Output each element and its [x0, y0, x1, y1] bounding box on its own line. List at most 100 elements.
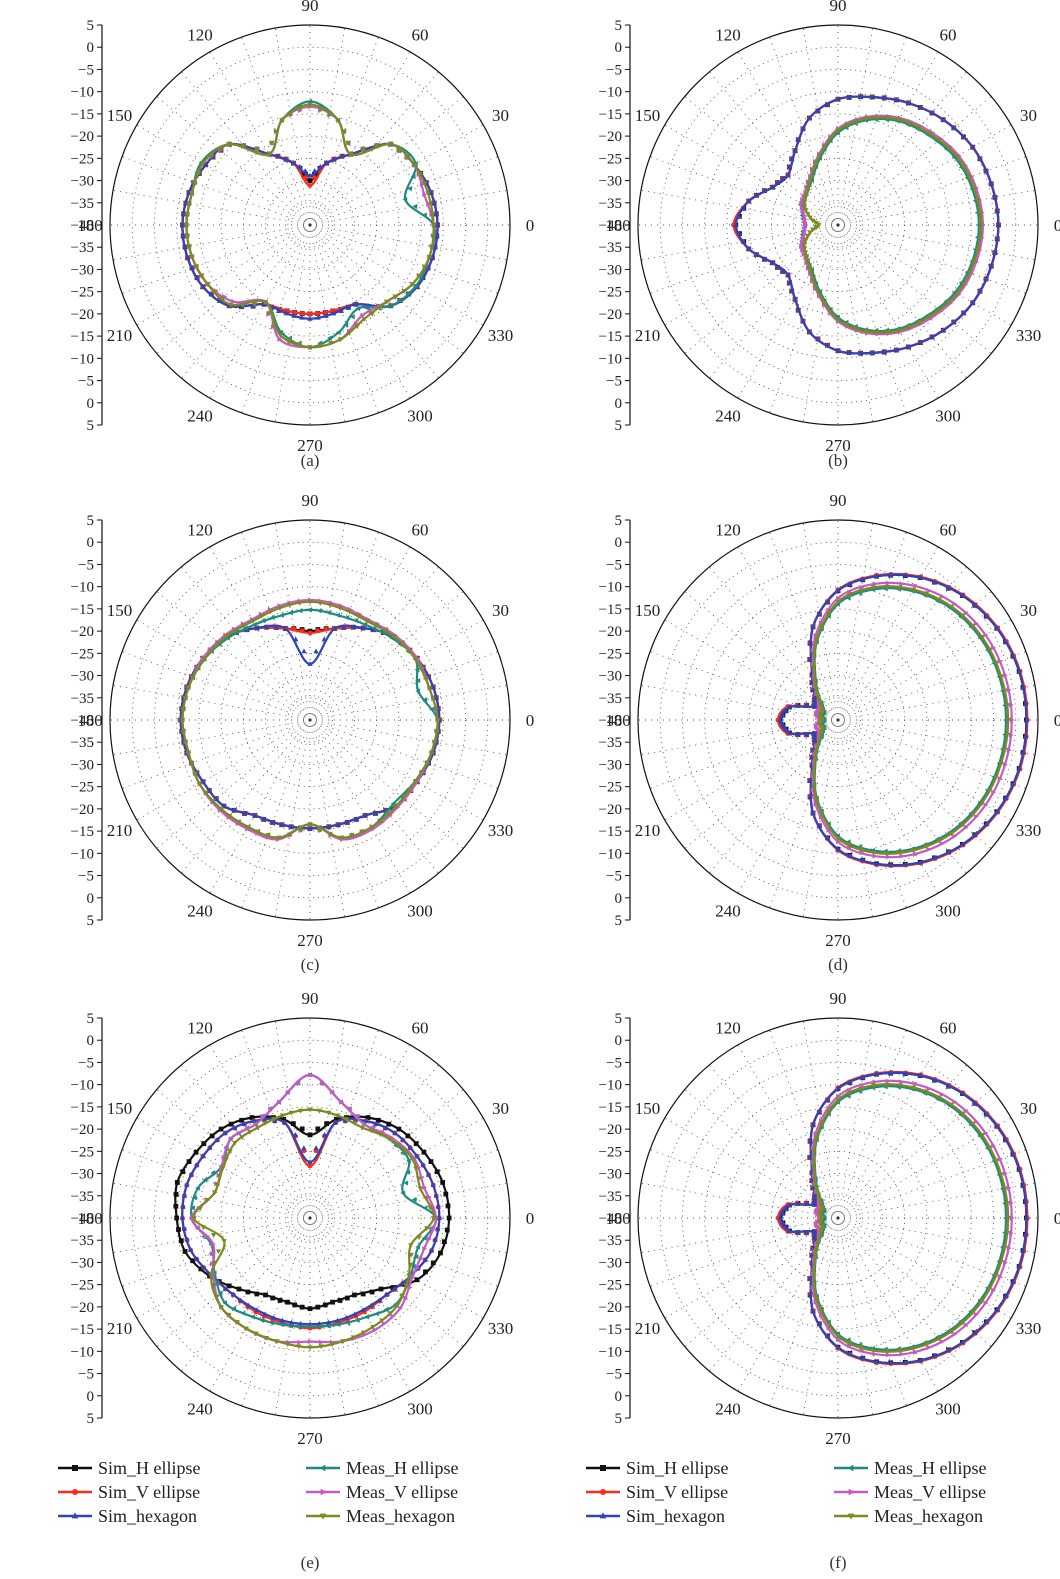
series-point	[308, 1072, 313, 1078]
series-point	[860, 1355, 866, 1361]
grid-spoke	[121, 156, 311, 226]
series-line	[181, 142, 439, 316]
grid-spoke	[309, 1217, 346, 1416]
series-point	[203, 161, 209, 167]
series-point	[291, 626, 297, 632]
series-point	[806, 115, 812, 121]
series-point	[917, 859, 923, 865]
series-point	[825, 1333, 831, 1338]
series-point	[254, 147, 260, 153]
series-point	[412, 657, 419, 662]
series-point	[368, 1302, 374, 1308]
radial-tick-label: 5	[87, 513, 95, 529]
series-point	[251, 302, 258, 308]
grid-spoke	[769, 1217, 839, 1407]
series-point	[805, 212, 811, 217]
series-line	[181, 142, 439, 316]
series-point	[341, 129, 347, 135]
grid-spoke	[309, 1217, 464, 1347]
series-point	[259, 1317, 265, 1323]
series-point	[835, 599, 841, 605]
series-point	[809, 679, 815, 685]
series-point	[247, 1130, 253, 1135]
series-point	[220, 1165, 226, 1171]
series-point	[278, 1321, 284, 1328]
grid-spoke	[837, 1217, 874, 1416]
series-point	[242, 625, 248, 631]
grid-ring	[198, 113, 422, 337]
series-point	[818, 620, 824, 626]
series-point	[811, 1198, 817, 1204]
series-point	[803, 1229, 810, 1235]
series-point	[870, 850, 877, 856]
radial-tick-label: −20	[71, 1122, 94, 1138]
angle-tick-label: 240	[187, 1400, 213, 1419]
series-point	[803, 254, 810, 260]
radial-tick-label: 0	[87, 40, 95, 56]
series-point	[200, 283, 206, 289]
series-point	[348, 152, 354, 158]
series-point	[211, 1241, 216, 1247]
series-point	[1016, 765, 1022, 771]
series-point	[312, 168, 318, 173]
series-point	[409, 282, 416, 287]
series-point	[221, 1239, 227, 1244]
series-point	[800, 235, 806, 241]
series-point	[807, 777, 813, 783]
series-point	[973, 813, 979, 820]
legend-marker	[72, 1489, 78, 1495]
radial-tick-label: −5	[78, 62, 94, 78]
angle-tick-label: 60	[412, 520, 429, 539]
series-point	[307, 822, 313, 828]
series-point	[217, 147, 223, 153]
grid-spoke	[837, 224, 1036, 261]
series-point	[325, 1110, 332, 1116]
radial-tick-label: −20	[599, 1300, 622, 1316]
series-point	[335, 612, 340, 618]
series-point	[342, 1118, 348, 1124]
series-point	[801, 242, 808, 248]
radial-tick-label: −15	[599, 329, 622, 345]
series-point	[923, 1342, 929, 1347]
series-point	[246, 1302, 252, 1308]
series-point	[245, 826, 250, 832]
series-point	[812, 1248, 819, 1254]
series-point	[954, 154, 960, 160]
series-point	[308, 1338, 313, 1345]
series-point	[440, 1180, 446, 1185]
panel-label: (f)	[830, 1553, 847, 1572]
series-point	[983, 1300, 989, 1306]
grid-spoke	[112, 189, 311, 226]
series-point	[885, 329, 891, 335]
series-point	[811, 1149, 817, 1155]
series-point	[897, 1348, 903, 1354]
series-point	[222, 1130, 228, 1136]
grid-spoke	[309, 719, 439, 874]
series-point	[393, 804, 399, 809]
series-point	[810, 1269, 816, 1274]
series-point	[373, 143, 380, 149]
series-point	[376, 1297, 382, 1303]
angle-tick-label: 180	[605, 216, 631, 235]
radial-tick-label: −5	[78, 557, 94, 573]
series-point	[857, 350, 864, 356]
panel-label: (b)	[828, 451, 848, 470]
series-point	[792, 296, 798, 302]
series-point	[1008, 1230, 1014, 1236]
series-point	[948, 1329, 955, 1335]
series-point	[386, 1136, 392, 1142]
grid-spoke	[181, 1217, 311, 1372]
series-point	[979, 1132, 985, 1138]
grid-spoke	[274, 1217, 311, 1416]
radial-tick-label: 0	[87, 1033, 95, 1049]
series-point	[182, 244, 188, 249]
radial-tick-label: −25	[71, 285, 94, 301]
series-point	[414, 1277, 420, 1283]
series-point	[897, 850, 903, 856]
grid-spoke	[837, 189, 1036, 226]
series-point	[272, 1118, 278, 1124]
grid-ring	[265, 1173, 355, 1263]
series-point	[847, 1079, 853, 1085]
angle-tick-label: 300	[935, 902, 961, 921]
angle-tick-label: 240	[715, 407, 741, 426]
